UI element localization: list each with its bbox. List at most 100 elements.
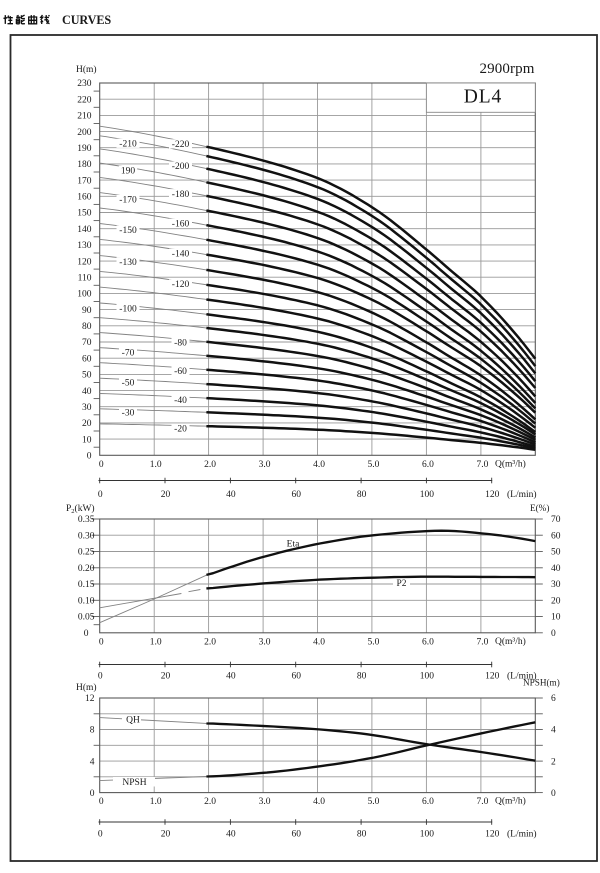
svg-text:7.0: 7.0 (476, 638, 488, 648)
svg-text:4.0: 4.0 (313, 797, 325, 807)
svg-text:120: 120 (485, 490, 500, 500)
svg-text:-70: -70 (122, 349, 135, 359)
svg-text:2.0: 2.0 (204, 797, 216, 807)
svg-text:220: 220 (77, 95, 92, 105)
svg-text:10: 10 (82, 435, 92, 445)
svg-text:0.25: 0.25 (78, 548, 95, 558)
svg-text:50: 50 (551, 548, 561, 558)
svg-text:0: 0 (551, 789, 556, 799)
svg-text:0: 0 (99, 460, 104, 470)
svg-text:Q(m³/h): Q(m³/h) (495, 795, 526, 806)
svg-text:80: 80 (357, 672, 367, 682)
svg-text:3.0: 3.0 (259, 638, 271, 648)
svg-text:Q(m³/h): Q(m³/h) (495, 636, 526, 647)
svg-text:Q(m³/h): Q(m³/h) (495, 458, 526, 469)
svg-text:20: 20 (82, 419, 92, 429)
svg-text:-180: -180 (172, 190, 190, 200)
svg-text:2.0: 2.0 (204, 638, 216, 648)
svg-text:0: 0 (84, 629, 89, 639)
svg-text:20: 20 (551, 597, 561, 607)
svg-text:60: 60 (291, 490, 301, 500)
svg-text:DL4: DL4 (464, 87, 502, 108)
svg-text:100: 100 (420, 830, 435, 840)
svg-text:60: 60 (82, 354, 92, 364)
svg-text:130: 130 (77, 241, 92, 251)
svg-text:5.0: 5.0 (367, 797, 379, 807)
svg-text:-210: -210 (119, 139, 137, 149)
svg-text:0: 0 (551, 629, 556, 639)
svg-text:100: 100 (420, 672, 435, 682)
svg-text:0: 0 (99, 797, 104, 807)
svg-text:100: 100 (77, 290, 92, 300)
svg-text:100: 100 (420, 490, 435, 500)
svg-text:4: 4 (90, 757, 95, 767)
svg-text:180: 180 (77, 160, 92, 170)
svg-text:70: 70 (82, 338, 92, 348)
svg-text:40: 40 (82, 387, 92, 397)
svg-text:20: 20 (161, 672, 171, 682)
svg-text:-80: -80 (174, 338, 187, 348)
svg-text:150: 150 (77, 209, 92, 219)
svg-text:QH: QH (126, 715, 140, 725)
svg-text:0.15: 0.15 (78, 580, 95, 590)
svg-text:(L/min): (L/min) (507, 489, 537, 500)
svg-text:60: 60 (291, 672, 301, 682)
svg-text:0: 0 (98, 830, 103, 840)
svg-text:-150: -150 (119, 226, 137, 236)
svg-text:2: 2 (551, 757, 556, 767)
svg-text:P2(kW): P2(kW) (66, 503, 95, 515)
svg-text:6.0: 6.0 (422, 460, 434, 470)
svg-text:2.0: 2.0 (204, 460, 216, 470)
svg-text:40: 40 (551, 564, 561, 574)
svg-text:6: 6 (551, 694, 556, 704)
svg-text:90: 90 (82, 306, 92, 316)
svg-text:10: 10 (551, 613, 561, 623)
svg-text:-200: -200 (172, 162, 190, 172)
svg-text:E(%): E(%) (530, 503, 549, 513)
svg-text:40: 40 (226, 490, 236, 500)
svg-text:30: 30 (551, 580, 561, 590)
svg-text:30: 30 (82, 403, 92, 413)
svg-text:0: 0 (87, 452, 92, 462)
svg-text:110: 110 (78, 273, 92, 283)
svg-text:1.0: 1.0 (150, 797, 162, 807)
svg-text:0.30: 0.30 (78, 531, 95, 541)
svg-text:2900rpm: 2900rpm (480, 61, 535, 77)
svg-text:-60: -60 (174, 367, 187, 377)
svg-text:-100: -100 (119, 305, 137, 315)
svg-text:4.0: 4.0 (313, 638, 325, 648)
svg-text:1.0: 1.0 (150, 638, 162, 648)
svg-text:-140: -140 (172, 249, 190, 259)
svg-text:1.0: 1.0 (150, 460, 162, 470)
svg-text:80: 80 (357, 830, 367, 840)
svg-text:NPSH(m): NPSH(m) (523, 678, 560, 688)
svg-text:120: 120 (77, 257, 92, 267)
svg-text:5.0: 5.0 (367, 638, 379, 648)
svg-text:0.05: 0.05 (78, 613, 95, 623)
svg-text:4.0: 4.0 (313, 460, 325, 470)
svg-text:3.0: 3.0 (259, 797, 271, 807)
svg-text:-220: -220 (172, 140, 190, 150)
svg-text:190: 190 (77, 144, 92, 154)
svg-text:20: 20 (161, 490, 171, 500)
svg-text:-40: -40 (174, 396, 187, 406)
svg-text:-50: -50 (122, 379, 135, 389)
svg-text:-130: -130 (119, 258, 137, 268)
svg-text:0.35: 0.35 (78, 515, 95, 525)
svg-text:0: 0 (90, 789, 95, 799)
svg-text:20: 20 (161, 830, 171, 840)
svg-text:170: 170 (77, 176, 92, 186)
svg-text:140: 140 (77, 225, 92, 235)
svg-text:80: 80 (82, 322, 92, 332)
svg-text:210: 210 (77, 112, 92, 122)
svg-text:Eta: Eta (287, 540, 300, 550)
svg-text:0: 0 (99, 638, 104, 648)
svg-text:-170: -170 (119, 196, 137, 206)
svg-text:-30: -30 (122, 409, 135, 419)
svg-text:8: 8 (90, 726, 95, 736)
svg-text:230: 230 (77, 79, 92, 89)
svg-text:12: 12 (85, 694, 95, 704)
svg-text:80: 80 (357, 490, 367, 500)
svg-text:6.0: 6.0 (422, 797, 434, 807)
svg-text:0.20: 0.20 (78, 564, 95, 574)
